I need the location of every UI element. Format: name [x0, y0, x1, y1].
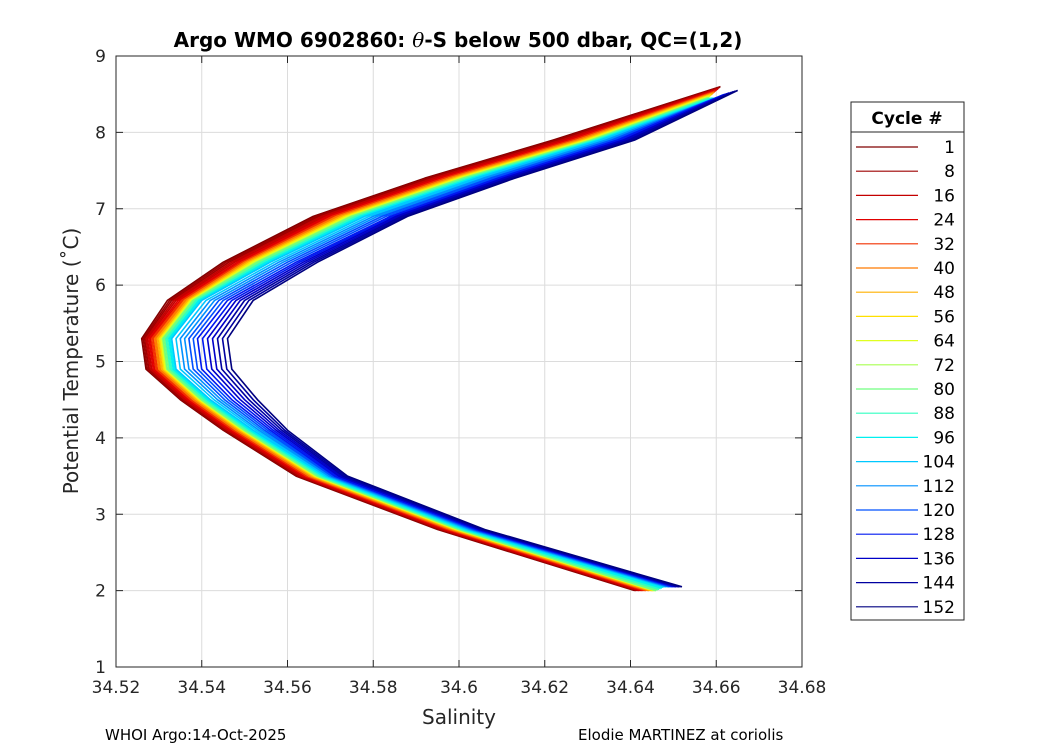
x-tick-label: 34.68	[778, 678, 827, 698]
x-tick-label: 34.64	[606, 678, 655, 698]
footer-author: Elodie MARTINEZ at coriolis	[578, 726, 784, 744]
legend-label: 8	[944, 162, 955, 182]
axis-ticks: 34.52 34.54 34.56 34.58 34.6 34.62 34.64 34.66 3…	[92, 47, 827, 698]
series-line	[179, 95, 720, 588]
legend-label: 120	[923, 501, 955, 521]
series-line	[206, 92, 730, 588]
series-group	[140, 85, 739, 592]
legend-label: 104	[923, 453, 955, 473]
legend-label: 72	[933, 356, 955, 376]
x-tick-label: 34.6	[440, 678, 478, 698]
legend-label: 88	[933, 404, 955, 424]
series-line	[221, 90, 736, 588]
y-axis-label: Potential Temperature (˚C)	[59, 228, 83, 495]
y-tick-label: 4	[95, 429, 106, 449]
series-line	[226, 89, 739, 588]
series-line	[196, 93, 726, 588]
legend-label: 16	[933, 186, 955, 206]
y-tick-label: 7	[95, 200, 106, 220]
legend-label: 152	[923, 598, 955, 618]
x-tick-label: 34.66	[692, 678, 741, 698]
x-tick-label: 34.52	[92, 678, 141, 698]
series-line	[188, 94, 723, 588]
footer-source: WHOI Argo:14-Oct-2025	[105, 726, 287, 744]
series-line	[211, 91, 732, 588]
x-tick-label: 34.54	[177, 678, 226, 698]
y-tick-label: 8	[95, 123, 106, 143]
x-tick-label: 34.56	[263, 678, 312, 698]
x-axis-label: Salinity	[422, 705, 496, 729]
legend-label: 32	[933, 235, 955, 255]
legend-label: 40	[933, 259, 955, 279]
y-tick-label: 1	[95, 658, 106, 678]
legend-label: 136	[923, 549, 955, 569]
y-tick-label: 3	[95, 505, 106, 525]
legend-title: Cycle #	[871, 109, 942, 129]
y-tick-label: 5	[95, 353, 106, 373]
x-tick-label: 34.62	[520, 678, 569, 698]
legend-label: 112	[923, 477, 955, 497]
series-line	[192, 94, 724, 588]
y-tick-label: 6	[95, 276, 106, 296]
series-line	[216, 90, 734, 588]
legend-label: 64	[933, 332, 955, 352]
y-tick-label: 2	[95, 582, 106, 602]
legend-label: 80	[933, 380, 955, 400]
chart-title: Argo WMO 6902860: θ-S below 500 dbar, QC…	[174, 28, 743, 52]
x-tick-label: 34.58	[349, 678, 398, 698]
legend-label: 128	[923, 525, 955, 545]
chart-title-prefix: Argo WMO 6902860:	[174, 28, 413, 52]
legend-label: 56	[933, 307, 955, 327]
series-line	[201, 92, 728, 588]
legend-label: 144	[923, 574, 955, 594]
chart-title-theta: θ	[412, 28, 424, 52]
grid	[116, 56, 802, 667]
chart-title-suffix: -S below 500 dbar, QC=(1,2)	[424, 28, 742, 52]
legend-label: 1	[944, 138, 955, 158]
legend-label: 96	[933, 428, 955, 448]
y-tick-label: 9	[95, 47, 106, 67]
legend: Cycle # 1 8 16 24 32 40 48 56 64 72 80 88 96 104 112 12…	[850, 101, 965, 621]
legend-label: 24	[933, 211, 955, 231]
legend-label: 48	[933, 283, 955, 303]
